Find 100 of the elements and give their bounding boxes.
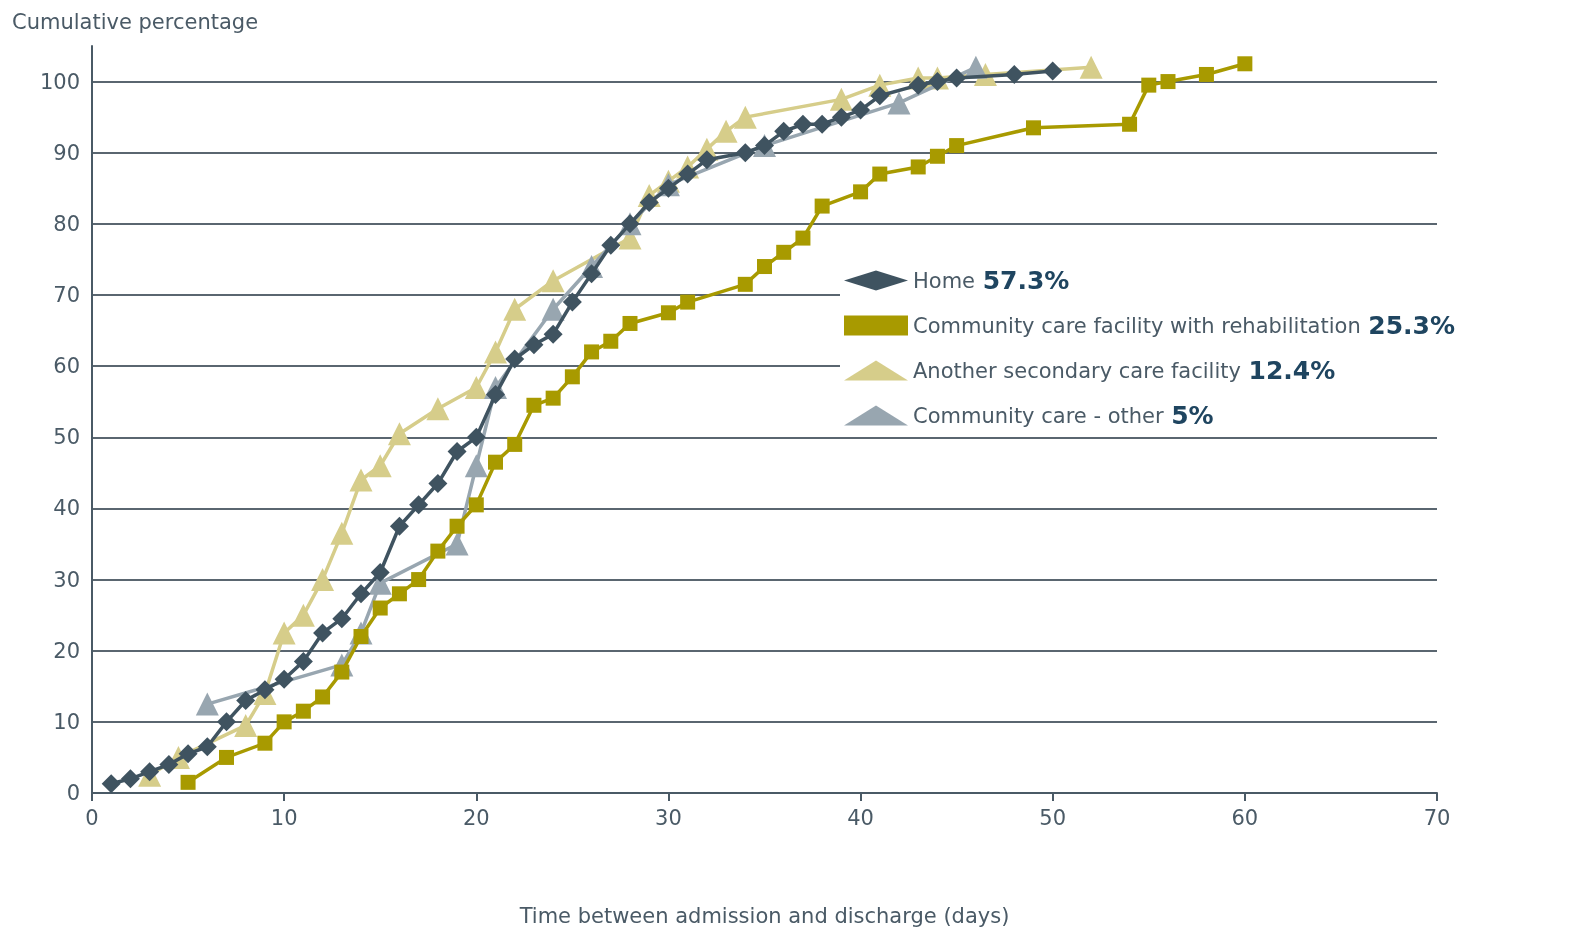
point [776,244,792,260]
point [236,691,256,711]
point [293,651,313,671]
point [1043,61,1063,81]
point [159,755,179,775]
point [180,774,196,790]
point [870,86,890,106]
point [757,259,772,275]
x-tick-label: 10 [270,805,298,830]
point [466,427,486,447]
point [178,744,198,764]
point [219,749,234,765]
y-tick-label: 30 [53,567,80,592]
point [543,324,563,344]
point [949,138,965,154]
point [929,148,945,164]
point [1026,120,1041,136]
x-tick-label: 60 [1231,805,1259,830]
point [447,442,467,462]
point [584,344,600,360]
point [503,297,527,321]
point [829,87,853,111]
x-tick-label: 40 [847,805,874,830]
y-tick-label: 90 [53,140,80,165]
point [853,184,869,200]
point [545,390,561,406]
point [774,121,794,141]
point [737,276,753,292]
point [391,586,407,602]
point [197,737,217,757]
point [831,107,851,127]
point [101,774,121,794]
point [449,518,465,534]
point [430,543,446,559]
annotation: 5% [1171,401,1214,430]
point [315,689,331,705]
point [468,497,484,513]
point [372,600,388,616]
point [217,712,236,732]
point [526,397,542,413]
point [411,572,427,588]
point [330,521,354,545]
point [639,193,659,213]
point [887,91,911,115]
point [140,762,160,782]
point [507,436,523,452]
point [120,769,140,789]
legend-label: Home [913,268,976,293]
point [697,150,717,170]
point [428,474,448,494]
point [658,178,678,198]
x-tick-label: 70 [1423,805,1451,830]
point [735,143,755,163]
x-tick-label: 50 [1039,805,1067,830]
annotation: 57.3% [982,266,1070,295]
legend-label: Community care facility with rehabilitation [913,313,1361,338]
point [1004,64,1024,84]
point [291,603,315,627]
point [445,532,469,556]
point [311,568,335,592]
point [793,114,813,134]
point [795,230,811,246]
point [257,735,273,751]
point [908,75,928,95]
point [1198,66,1214,82]
point [622,315,638,331]
point [349,468,373,492]
point [484,340,507,364]
point [351,584,371,604]
point [582,264,602,284]
point [486,385,505,405]
point [313,623,333,643]
point [1160,74,1176,90]
point [927,72,947,92]
point [464,375,488,399]
point [562,292,582,312]
point [814,198,830,214]
y-tick-label: 100 [39,69,80,94]
point [426,397,450,421]
y-axis-title: Cumulative percentage [12,9,259,34]
y-tick-label: 80 [53,211,80,236]
point [464,454,488,478]
x-tick-label: 30 [655,805,682,830]
point [274,669,294,689]
annotation: 12.4% [1248,356,1336,385]
point [488,454,503,470]
point [541,297,565,321]
y-tick-label: 70 [53,283,80,307]
point [387,422,411,446]
point [541,269,565,293]
point [812,114,832,134]
point [660,305,676,321]
y-tick-label: 20 [53,638,80,663]
point [332,609,352,629]
point [910,159,926,175]
x-tick-label: 20 [462,805,490,830]
point [272,621,296,645]
point [872,166,888,182]
point [409,495,429,515]
point [1237,56,1253,72]
